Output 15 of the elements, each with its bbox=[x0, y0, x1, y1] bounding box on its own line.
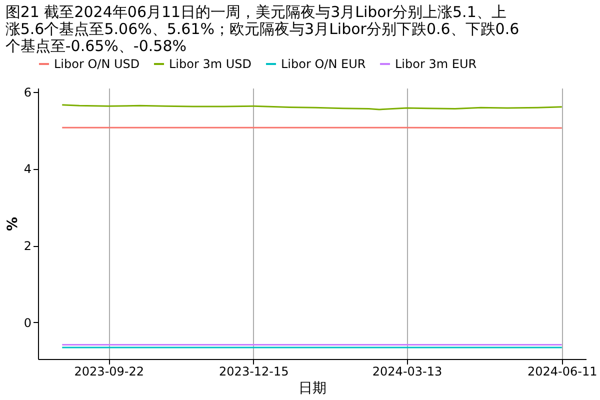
x-tick-label: 2023-12-15 bbox=[219, 364, 289, 378]
chart-title: 图21 截至2024年06月11日的一周，美元隔夜与3月Libor分别上涨5.1、上涨5.6个基点至5.06%、5.61%；欧元隔夜与3月Libor分别下跌0.6、下跌0.6个基点至-0.65%、-0.58% bbox=[5, 3, 520, 55]
y-tick-label: 0 bbox=[24, 316, 32, 330]
x-tick-label: 2024-06-11 bbox=[528, 364, 598, 378]
y-tick-label: 2 bbox=[24, 239, 32, 254]
x-axis-title: 日期 bbox=[298, 380, 326, 396]
legend-label: Libor 3m USD bbox=[169, 57, 252, 71]
y-tick-label: 6 bbox=[24, 85, 32, 100]
y-tick-label: 4 bbox=[24, 162, 32, 176]
legend-label: Libor 3m EUR bbox=[395, 57, 477, 71]
y-axis-title: % bbox=[4, 216, 21, 232]
x-tick-label: 2023-09-22 bbox=[74, 364, 144, 378]
x-tick-label: 2024-03-13 bbox=[372, 364, 442, 378]
legend-label: Libor O/N USD bbox=[54, 57, 140, 71]
legend-label: Libor O/N EUR bbox=[281, 57, 366, 71]
